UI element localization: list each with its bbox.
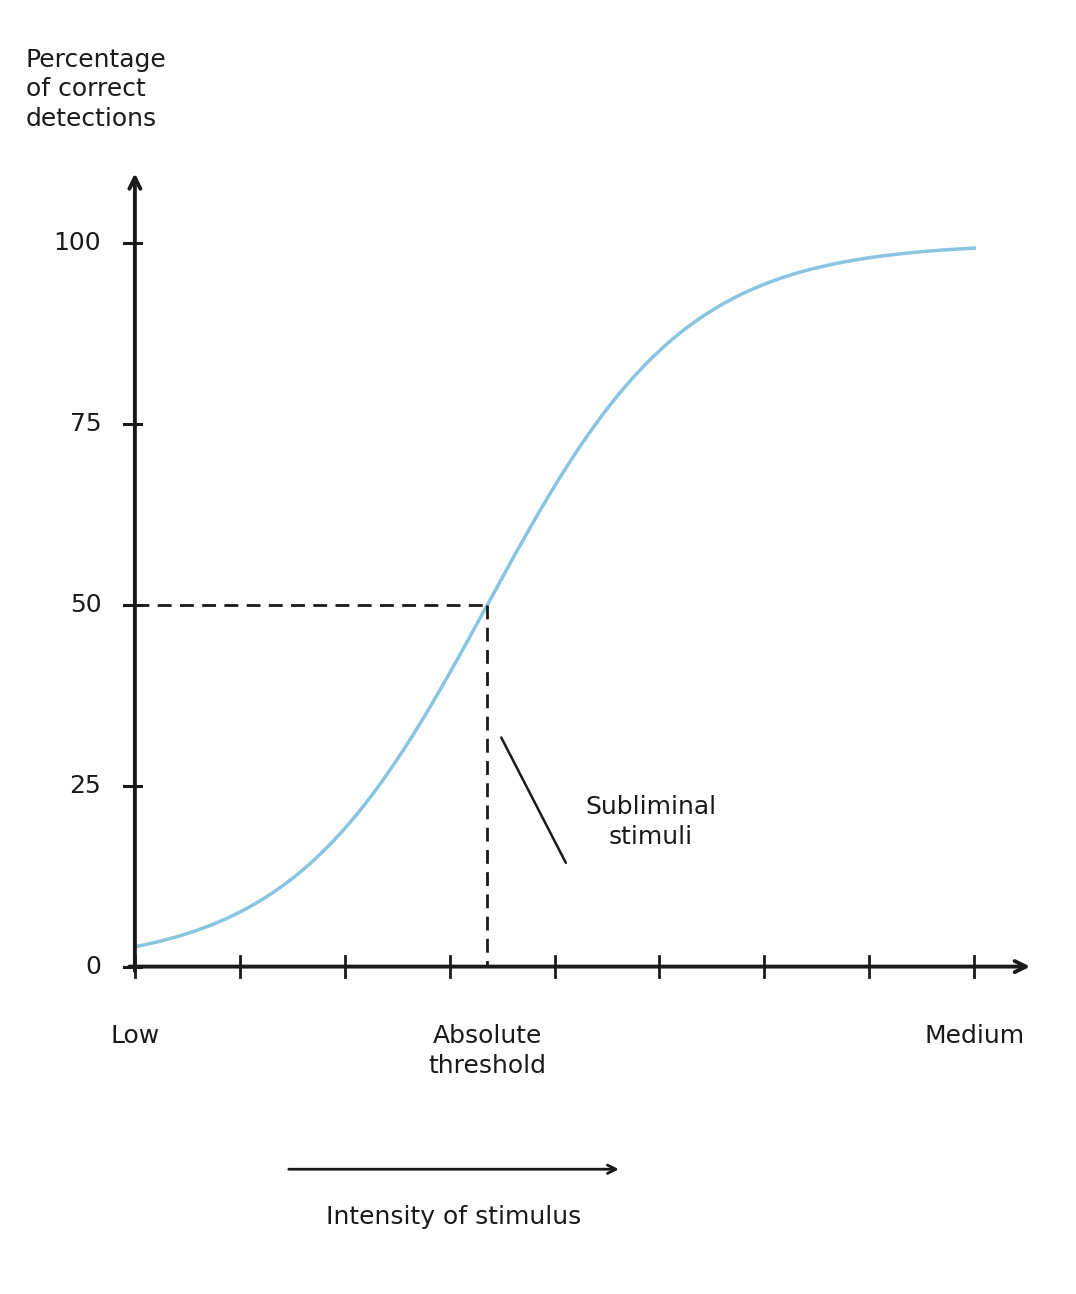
Text: Medium: Medium [924, 1025, 1024, 1048]
Text: Intensity of stimulus: Intensity of stimulus [326, 1206, 581, 1229]
Text: 75: 75 [70, 411, 101, 436]
Text: Percentage
of correct
detections: Percentage of correct detections [26, 48, 167, 131]
Text: 50: 50 [70, 593, 101, 617]
Text: Subliminal
stimuli: Subliminal stimuli [585, 795, 717, 849]
Text: 100: 100 [54, 230, 101, 255]
Text: Low: Low [110, 1025, 159, 1048]
Text: 25: 25 [70, 774, 101, 797]
Text: Absolute
threshold: Absolute threshold [428, 1025, 547, 1078]
Text: 0: 0 [85, 955, 101, 978]
